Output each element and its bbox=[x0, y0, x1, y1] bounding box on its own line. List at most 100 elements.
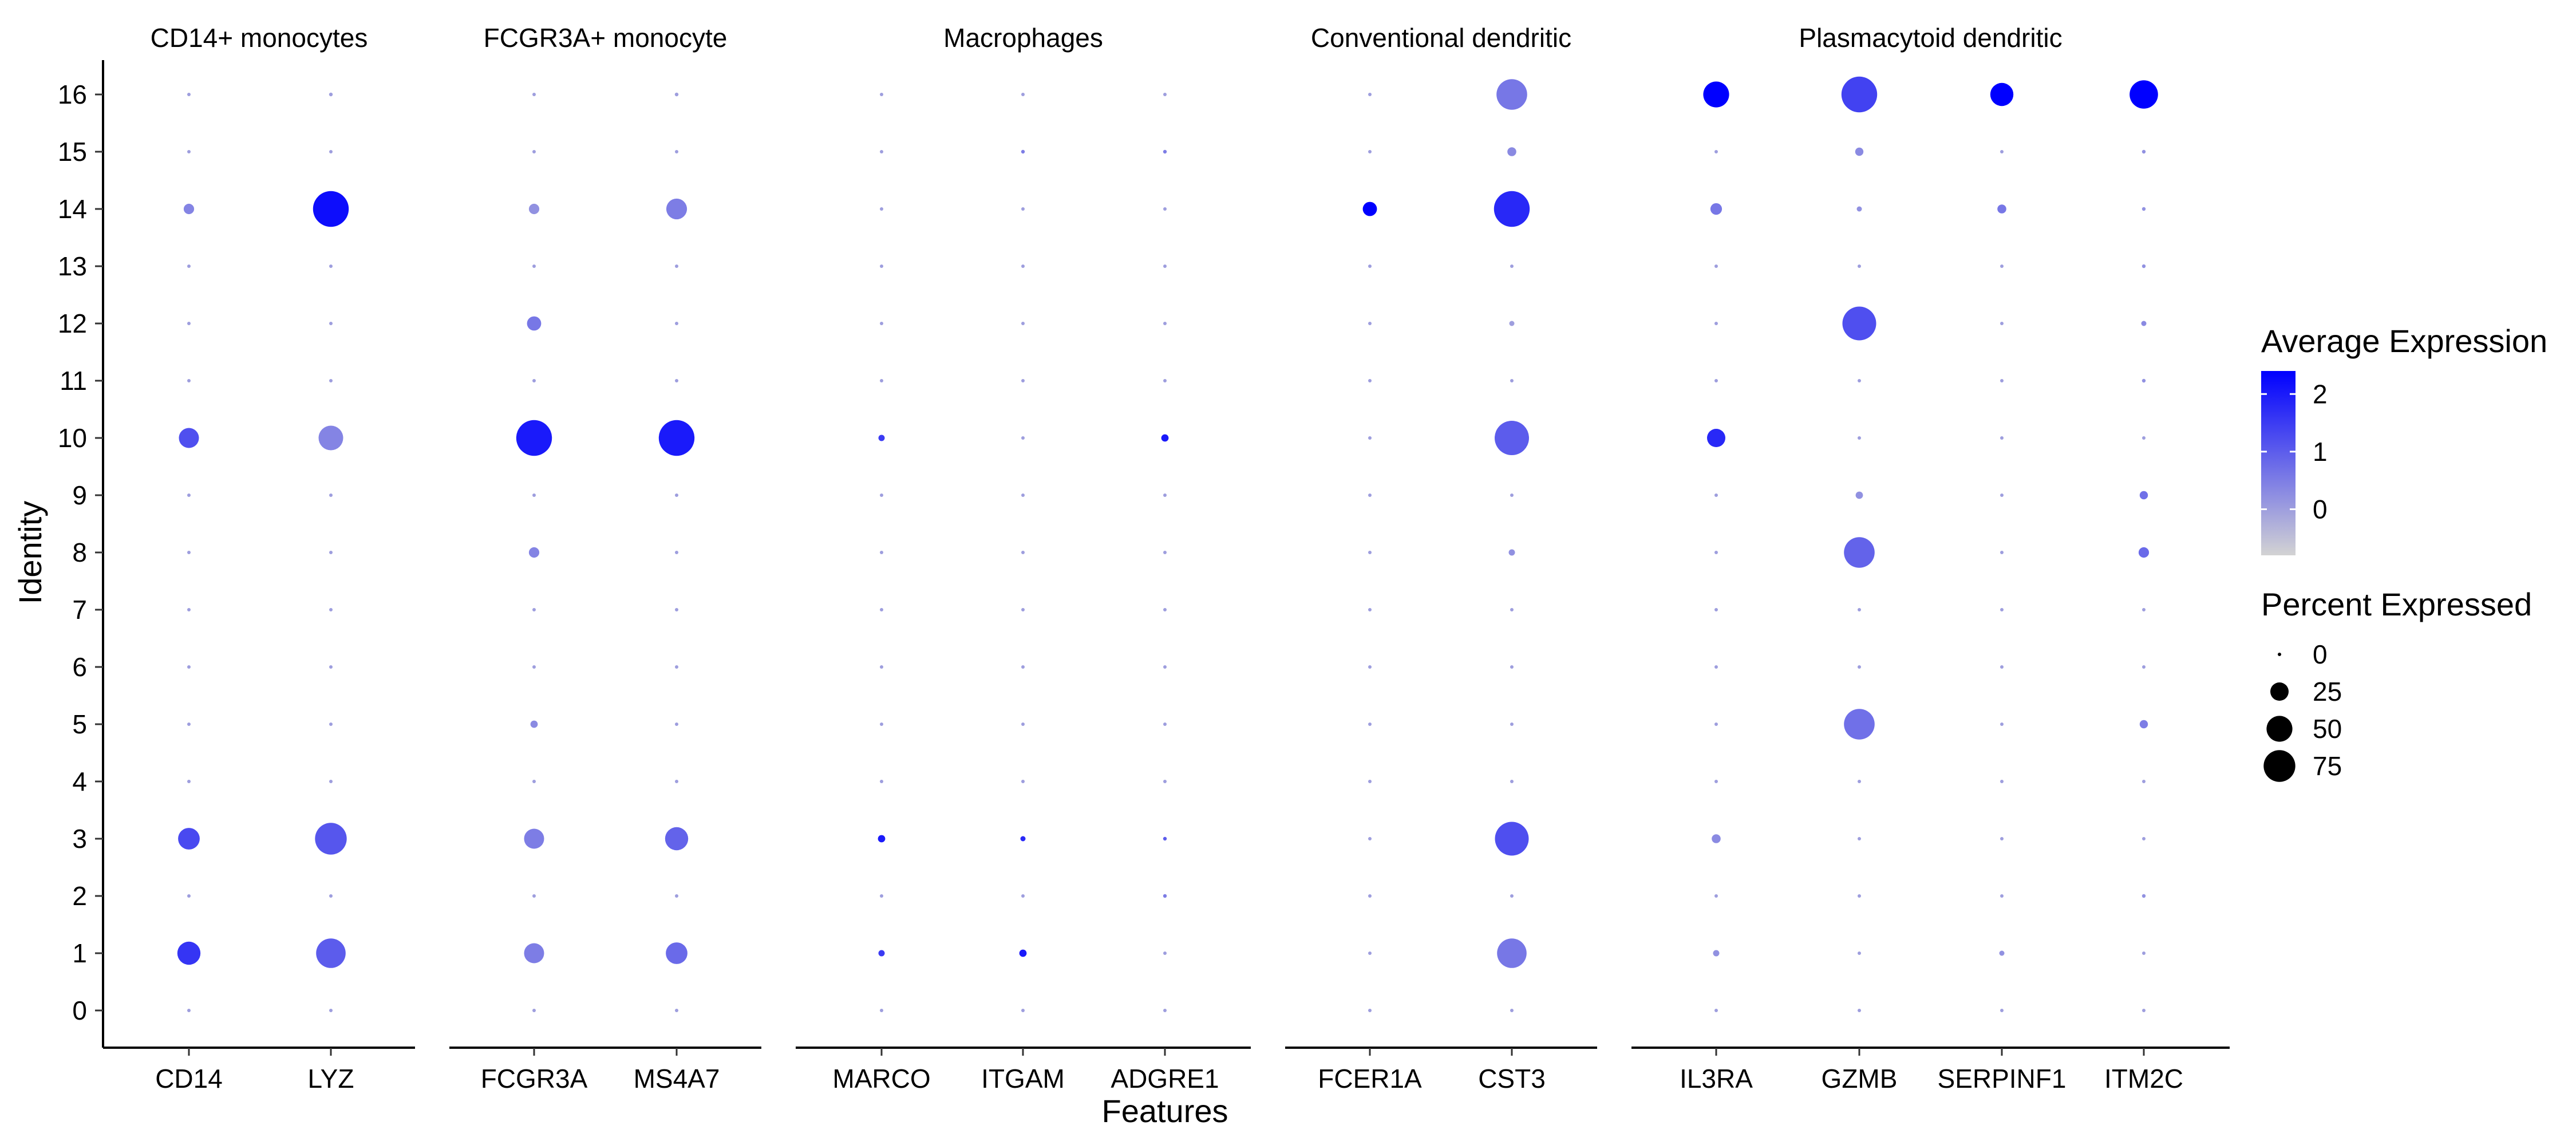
y-tick-label: 1 bbox=[72, 938, 87, 968]
dot bbox=[187, 322, 191, 325]
dot bbox=[1510, 1009, 1514, 1012]
dot bbox=[1855, 147, 1864, 156]
dot bbox=[1021, 493, 1025, 497]
dot bbox=[1858, 608, 1861, 611]
dot bbox=[329, 894, 333, 898]
dot bbox=[2000, 436, 2004, 440]
dot bbox=[2000, 322, 2004, 325]
dot bbox=[527, 316, 542, 331]
dot bbox=[1713, 950, 1720, 957]
dot bbox=[1163, 722, 1167, 726]
y-tick-label: 13 bbox=[58, 251, 87, 281]
dot bbox=[1508, 549, 1515, 556]
dot bbox=[1858, 837, 1861, 840]
dot bbox=[1163, 608, 1167, 611]
dot bbox=[1368, 264, 1372, 268]
dot bbox=[1509, 321, 1515, 326]
dot bbox=[187, 379, 191, 382]
dot bbox=[1368, 722, 1372, 726]
dot bbox=[2142, 665, 2146, 669]
legend: Average Expression Percent Expressed 2 1 0… bbox=[2261, 323, 2547, 782]
group-title: CD14+ monocytes bbox=[151, 23, 368, 53]
dot bbox=[532, 264, 536, 268]
x-tick-label: GZMB bbox=[1822, 1064, 1898, 1093]
dot bbox=[532, 1009, 536, 1012]
dot bbox=[1858, 1009, 1861, 1012]
dot bbox=[880, 551, 883, 554]
dot bbox=[1714, 1009, 1718, 1012]
dot bbox=[1163, 1009, 1167, 1012]
dot bbox=[675, 608, 678, 611]
dot bbox=[880, 608, 883, 611]
dot bbox=[179, 428, 199, 448]
dot bbox=[1021, 436, 1025, 440]
x-tick-label: FCGR3A bbox=[481, 1064, 588, 1093]
dot bbox=[318, 425, 343, 451]
dot bbox=[1990, 82, 2014, 106]
dot bbox=[1021, 149, 1025, 154]
group-title: FCGR3A+ monocyte bbox=[484, 23, 728, 53]
dot bbox=[329, 665, 333, 669]
color-legend-label: 2 bbox=[2313, 379, 2328, 409]
size-legend-label: 75 bbox=[2313, 751, 2342, 781]
dot bbox=[1368, 608, 1372, 611]
dot bbox=[1163, 322, 1167, 325]
dot bbox=[532, 780, 536, 783]
dot bbox=[528, 203, 540, 215]
dot bbox=[1163, 207, 1167, 211]
color-legend-label: 0 bbox=[2313, 495, 2328, 524]
dot bbox=[2139, 491, 2148, 500]
dot bbox=[1510, 264, 1514, 268]
dot bbox=[187, 150, 191, 153]
dot bbox=[675, 493, 678, 497]
dot bbox=[2000, 608, 2004, 611]
dot bbox=[2000, 493, 2004, 497]
dot bbox=[2142, 780, 2146, 783]
dot bbox=[1714, 551, 1718, 554]
dot bbox=[880, 207, 883, 211]
dot bbox=[1510, 608, 1514, 611]
x-axis-title: Features bbox=[1102, 1093, 1228, 1129]
dot bbox=[2000, 722, 2004, 726]
y-tick-label: 2 bbox=[72, 881, 87, 911]
x-tick-label: CST3 bbox=[1478, 1064, 1546, 1093]
dot bbox=[2138, 547, 2150, 558]
dot bbox=[1999, 950, 2005, 956]
dot bbox=[315, 823, 347, 855]
x-tick-label: ADGRE1 bbox=[1111, 1064, 1219, 1093]
dot bbox=[1368, 780, 1372, 783]
dot bbox=[178, 828, 200, 850]
dot bbox=[187, 722, 191, 726]
dot bbox=[1021, 551, 1025, 554]
dot bbox=[2000, 551, 2004, 554]
x-tick-label: IL3RA bbox=[1680, 1064, 1753, 1093]
dot bbox=[1494, 191, 1530, 227]
size-legend-dot bbox=[2263, 750, 2296, 782]
dot bbox=[1021, 264, 1025, 268]
dot bbox=[329, 608, 333, 611]
dot bbox=[2142, 1009, 2146, 1012]
size-legend-label: 50 bbox=[2313, 714, 2342, 744]
dot bbox=[1495, 822, 1529, 856]
dot bbox=[2000, 894, 2004, 898]
dot bbox=[1510, 665, 1514, 669]
dot bbox=[1858, 379, 1861, 382]
dot bbox=[880, 722, 883, 726]
dot bbox=[1163, 493, 1167, 497]
dot bbox=[329, 150, 333, 153]
dot bbox=[530, 720, 538, 728]
dot bbox=[329, 551, 333, 554]
dot bbox=[2142, 207, 2146, 211]
y-tick-label: 10 bbox=[58, 423, 87, 453]
dot bbox=[878, 950, 885, 957]
dot bbox=[1510, 493, 1514, 497]
dot bbox=[1163, 836, 1167, 841]
dot bbox=[1021, 379, 1025, 382]
dot bbox=[2000, 150, 2004, 153]
group-title: Macrophages bbox=[943, 23, 1103, 53]
dot bbox=[1163, 951, 1167, 955]
dot bbox=[1714, 493, 1718, 497]
y-tick-label: 9 bbox=[72, 480, 87, 510]
dot bbox=[1842, 306, 1876, 341]
